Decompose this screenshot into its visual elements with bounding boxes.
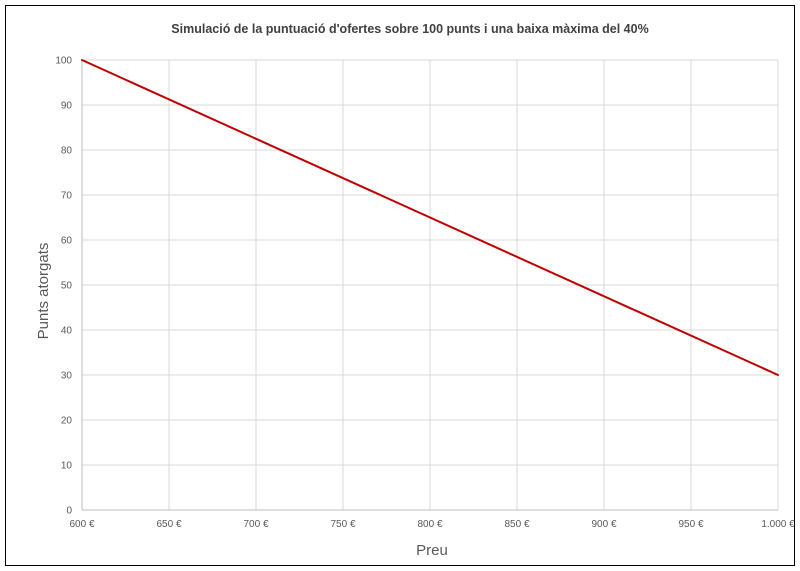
y-tick-label: 100 (55, 56, 72, 67)
x-tick-label: 850 € (504, 519, 529, 530)
x-axis-title: Preu (416, 542, 448, 559)
axes (81, 60, 778, 511)
x-tick-label: 750 € (330, 519, 355, 530)
x-tick-label: 900 € (591, 519, 616, 530)
x-tick-labels: 600 € 650 € 700 € 750 € 800 € 850 € 900 € 950 €… (69, 519, 794, 530)
x-tick-label: 800 € (417, 519, 442, 530)
y-tick-label: 0 (66, 506, 72, 517)
chart-frame: Simulació de la puntuació d'ofertes sobr… (5, 5, 795, 566)
y-axis-title: Punts atorgats (35, 243, 52, 340)
y-tick-label: 80 (61, 146, 73, 157)
y-tick-label: 30 (61, 371, 73, 382)
y-tick-label: 60 (61, 236, 73, 247)
grid (82, 59, 779, 510)
chart-title: Simulació de la puntuació d'ofertes sobr… (171, 22, 648, 36)
line-chart: Simulació de la puntuació d'ofertes sobr… (35, 22, 794, 559)
x-tick-label: 600 € (69, 519, 94, 530)
series-layer (81, 59, 779, 376)
series-line (81, 59, 779, 376)
y-tick-label: 70 (61, 191, 73, 202)
y-tick-label: 20 (61, 416, 73, 427)
x-tick-label: 700 € (243, 519, 268, 530)
y-tick-labels: 0 10 20 30 40 50 60 70 80 90 100 (55, 56, 72, 517)
x-tick-label: 1.000 € (761, 519, 794, 530)
y-tick-label: 10 (61, 461, 73, 472)
x-tick-label: 950 € (678, 519, 703, 530)
y-tick-label: 90 (61, 101, 73, 112)
y-tick-label: 40 (61, 326, 73, 337)
y-tick-label: 50 (61, 281, 73, 292)
x-tick-label: 650 € (156, 519, 181, 530)
